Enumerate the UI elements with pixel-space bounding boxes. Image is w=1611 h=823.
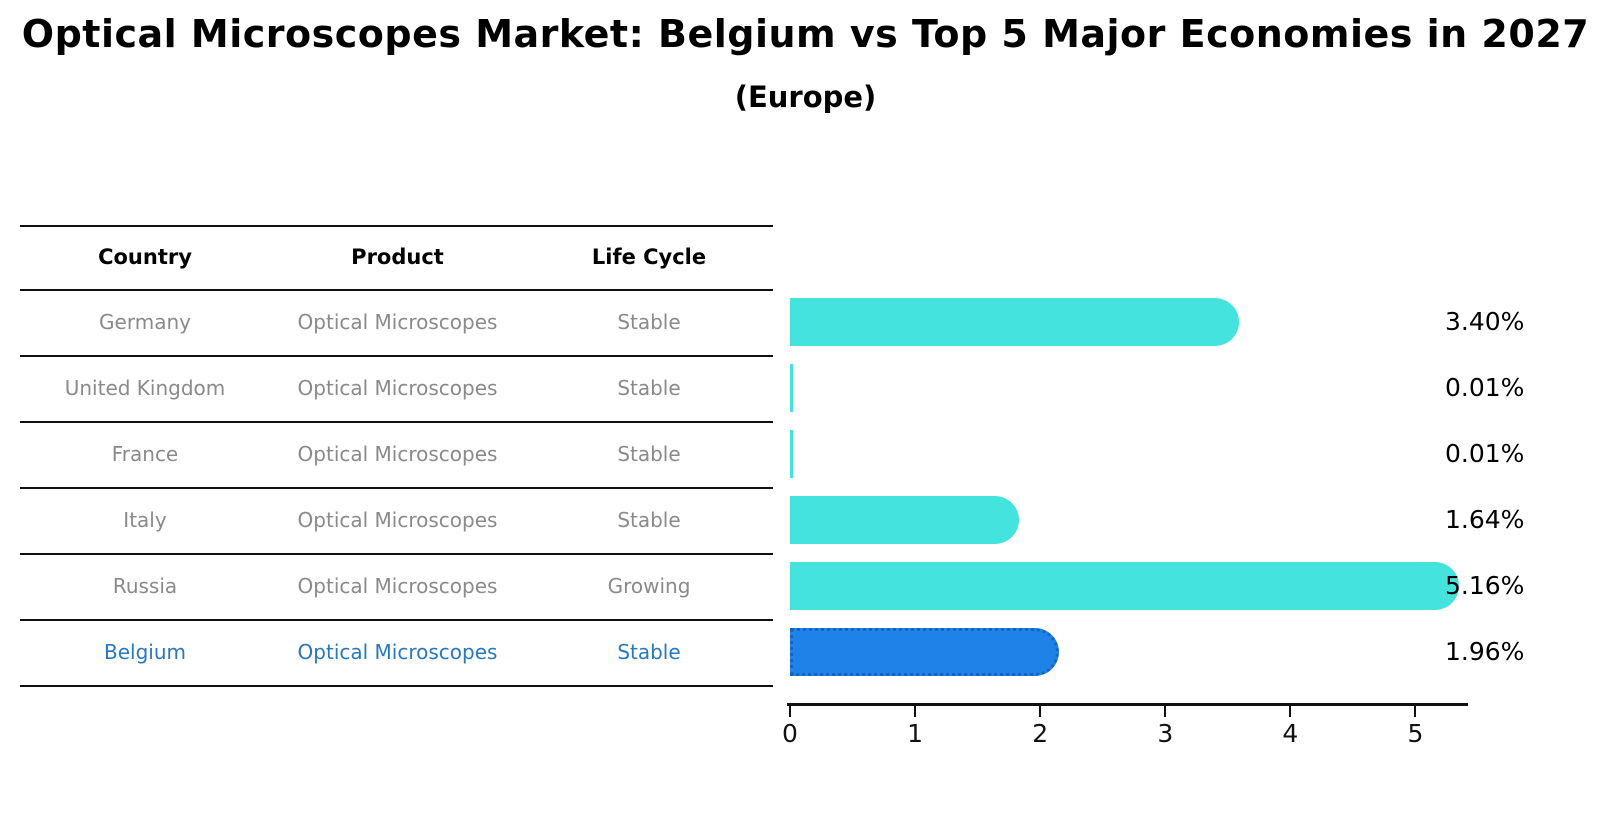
cell-life-cycle: Growing <box>607 574 691 598</box>
x-axis-line <box>787 703 1468 706</box>
table-row-france: France Optical Microscopes Stable <box>20 421 773 487</box>
bar-germany <box>790 298 1240 346</box>
table-row-russia: Russia Optical Microscopes Growing <box>20 553 773 619</box>
table-row-divider <box>20 487 773 489</box>
cell-country: Russia <box>112 574 178 598</box>
x-axis-tick-mark <box>789 706 791 717</box>
cell-product: Optical Microscopes <box>297 640 498 664</box>
x-axis-tick-mark <box>914 706 917 717</box>
value-label-united-kingdom: 0.01% <box>1445 373 1525 402</box>
table-top-border <box>20 225 773 227</box>
cell-country: Italy <box>123 508 167 532</box>
bar-france <box>790 430 793 478</box>
cell-life-cycle: Stable <box>617 640 681 664</box>
table-row-divider <box>20 355 773 357</box>
table-row-belgium: Belgium Optical Microscopes Stable <box>20 619 773 685</box>
cell-product: Optical Microscopes <box>297 574 498 598</box>
value-label-russia: 5.16% <box>1445 571 1525 600</box>
table-row-divider <box>20 553 773 555</box>
cell-product: Optical Microscopes <box>297 508 498 532</box>
x-axis-tick-label: 4 <box>1282 719 1299 748</box>
bar-chart-plot: 3.40% 0.01% 0.01% 1.64% 5.16% 1.96% 0 1 2 3 4 5 <box>782 289 1524 759</box>
page-subtitle: (Europe) <box>734 80 877 114</box>
x-axis-tick-mark <box>1289 706 1292 717</box>
table-row-divider <box>20 619 773 621</box>
value-label-italy: 1.64% <box>1445 505 1525 534</box>
cell-life-cycle: Stable <box>617 310 681 334</box>
cell-country: United Kingdom <box>64 376 226 400</box>
table-row-germany: Germany Optical Microscopes Stable <box>20 289 773 355</box>
table-row-divider <box>20 421 773 423</box>
table-header-divider <box>20 289 773 291</box>
table-row-united-kingdom: United Kingdom Optical Microscopes Stable <box>20 355 773 421</box>
table-header-product: Product <box>351 245 444 269</box>
x-axis-tick-mark <box>1164 706 1167 717</box>
x-axis-tick-label: 3 <box>1157 719 1174 748</box>
table-header-country: Country <box>98 245 192 269</box>
value-label-germany: 3.40% <box>1445 307 1525 336</box>
x-axis-tick-label: 5 <box>1407 719 1424 748</box>
cell-life-cycle: Stable <box>617 376 681 400</box>
bar-united-kingdom <box>790 364 793 412</box>
cell-product: Optical Microscopes <box>297 310 498 334</box>
cell-product: Optical Microscopes <box>297 376 498 400</box>
cell-product: Optical Microscopes <box>297 442 498 466</box>
cell-country: Germany <box>99 310 191 334</box>
x-axis-tick-mark <box>1039 706 1042 717</box>
cell-life-cycle: Stable <box>617 508 681 532</box>
x-axis-tick-label: 0 <box>782 719 798 748</box>
bar-italy <box>790 496 1020 544</box>
table-row-divider <box>20 685 773 687</box>
page-title: Optical Microscopes Market: Belgium vs T… <box>21 12 1590 56</box>
bar-belgium <box>790 628 1060 676</box>
value-label-belgium: 1.96% <box>1445 637 1525 666</box>
table-header-row: Country Product Life Cycle <box>20 225 773 289</box>
cell-country: Belgium <box>104 640 186 664</box>
table-row-italy: Italy Optical Microscopes Stable <box>20 487 773 553</box>
bar-russia <box>790 562 1460 610</box>
x-axis-tick-label: 1 <box>907 719 924 748</box>
comparison-table: Country Product Life Cycle Germany Optica… <box>20 225 773 687</box>
cell-life-cycle: Stable <box>617 442 681 466</box>
table-header-life-cycle: Life Cycle <box>591 245 707 269</box>
x-axis-tick-mark <box>1414 706 1417 717</box>
value-label-france: 0.01% <box>1445 439 1525 468</box>
cell-country: France <box>111 442 179 466</box>
x-axis-tick-label: 2 <box>1032 719 1049 748</box>
